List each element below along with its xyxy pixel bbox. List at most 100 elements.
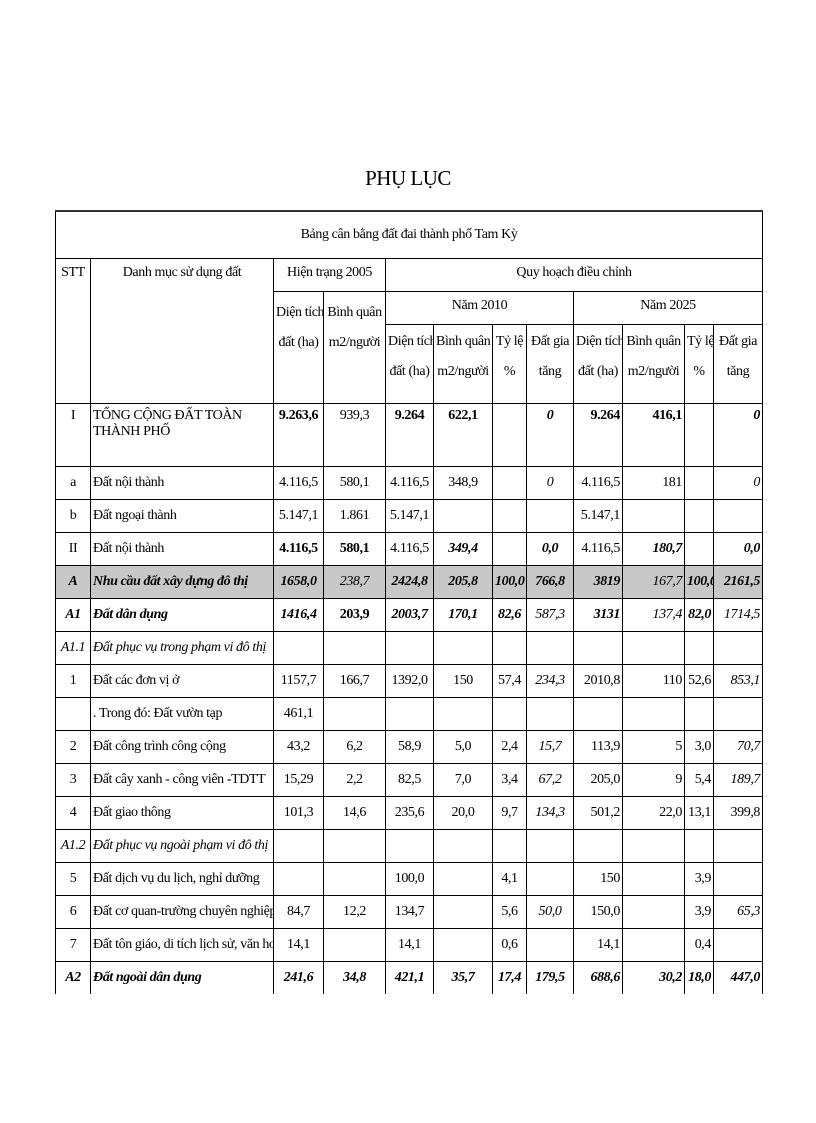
cell-value: 0 bbox=[526, 466, 574, 500]
header-text: Bình quân bbox=[626, 334, 681, 349]
cell-value: 461,1 bbox=[273, 697, 324, 731]
table-row: A1 Đất dân dụng 1416,4 203,9 2003,7 170,1 82,6… bbox=[55, 598, 764, 632]
cell-value: 15,29 bbox=[273, 763, 324, 797]
cell-value: 170,1 bbox=[433, 598, 493, 632]
cell-value bbox=[712, 928, 764, 962]
cell-value: 167,7 bbox=[622, 565, 685, 599]
cell-value bbox=[684, 466, 714, 500]
cell-value: 17,4 bbox=[492, 961, 527, 994]
cell-value bbox=[622, 697, 685, 731]
cell-value: 1392,0 bbox=[385, 664, 434, 698]
cell-value: 180,7 bbox=[622, 532, 685, 566]
cell-value: 166,7 bbox=[323, 664, 386, 698]
cell-category: Đất ngoại thành bbox=[90, 499, 274, 533]
cell-value: 20,0 bbox=[433, 796, 493, 830]
table-row: a Đất nội thành 4.116,5 580,1 4.116,5 348,9 0 4… bbox=[55, 466, 764, 500]
cell-value bbox=[273, 631, 324, 665]
cell-value: 853,1 bbox=[712, 664, 764, 698]
cell-value: 82,0 bbox=[684, 598, 714, 632]
table-row: A2 Đất ngoài dân dụng 241,6 34,8 421,1 35,7 17… bbox=[55, 961, 764, 994]
cell-value: 5,0 bbox=[433, 730, 493, 764]
cell-value: 3,0 bbox=[684, 730, 714, 764]
cell-category: Đất các đơn vị ở bbox=[90, 664, 274, 698]
cell-value bbox=[492, 466, 527, 500]
cell-value bbox=[526, 499, 574, 533]
cell-category: Đất phục vụ trong phạm vi đô thị bbox=[90, 631, 274, 665]
cell-value: 688,6 bbox=[573, 961, 623, 994]
cell-value: 18,0 bbox=[684, 961, 714, 994]
cell-value: 57,4 bbox=[492, 664, 527, 698]
table-row: A1.1 Đất phục vụ trong phạm vi đô thị bbox=[55, 631, 764, 665]
cell-value bbox=[433, 499, 493, 533]
cell-value bbox=[712, 697, 764, 731]
cell-value bbox=[622, 895, 685, 929]
table-row: 5 Đất dịch vụ du lịch, nghỉ dưỡng 100,0 4,1… bbox=[55, 862, 764, 896]
cell-value bbox=[622, 862, 685, 896]
header-2010-increase: Đất gia tăng bbox=[526, 324, 574, 404]
cell-value: 12,2 bbox=[323, 895, 386, 929]
land-balance-table: Bảng cân bằng đất đai thành phố Tam Kỳ S… bbox=[54, 210, 764, 994]
cell-value bbox=[622, 928, 685, 962]
cell-category: Đất nội thành bbox=[90, 532, 274, 566]
cell-value bbox=[492, 829, 527, 863]
header-text: m2/người bbox=[627, 364, 680, 379]
cell-value: 622,1 bbox=[433, 403, 493, 467]
cell-category: . Trong đó: Đất vườn tạp bbox=[90, 697, 274, 731]
cell-value bbox=[684, 631, 714, 665]
cell-value: 0,4 bbox=[684, 928, 714, 962]
cell-value: 234,3 bbox=[526, 664, 574, 698]
cell-value: 0 bbox=[712, 403, 764, 467]
cell-value bbox=[526, 829, 574, 863]
cell-value: 181 bbox=[622, 466, 685, 500]
cell-value: 84,7 bbox=[273, 895, 324, 929]
cell-value: 9.264 bbox=[385, 403, 434, 467]
cell-value bbox=[712, 862, 764, 896]
cell-value: 421,1 bbox=[385, 961, 434, 994]
cell-value: 3,4 bbox=[492, 763, 527, 797]
cell-value: 238,7 bbox=[323, 565, 386, 599]
cell-value bbox=[526, 862, 574, 896]
cell-value: 1658,0 bbox=[273, 565, 324, 599]
cell-value bbox=[433, 697, 493, 731]
header-stt: STT bbox=[55, 258, 91, 404]
header-2010-avg: Bình quân m2/người bbox=[433, 324, 493, 404]
table-row: 3 Đất cây xanh - công viên -TDTT 15,29 2,2 8… bbox=[55, 763, 764, 797]
header-text: % bbox=[693, 364, 705, 379]
cell-value: 4.116,5 bbox=[573, 466, 623, 500]
cell-value: 939,3 bbox=[323, 403, 386, 467]
cell-value: 241,6 bbox=[273, 961, 324, 994]
header-current-2005: Hiện trạng 2005 bbox=[273, 258, 386, 292]
cell-value: 3131 bbox=[573, 598, 623, 632]
cell-value: 65,3 bbox=[712, 895, 764, 929]
cell-category: TỔNG CỘNG ĐẤT TOÀN THÀNH PHỐ bbox=[90, 403, 274, 467]
cell-value: 52,6 bbox=[684, 664, 714, 698]
cell-value: 1157,7 bbox=[273, 664, 324, 698]
cell-stt: 3 bbox=[55, 763, 91, 797]
cell-value bbox=[622, 499, 685, 533]
cell-value: 2161,5 bbox=[712, 565, 764, 599]
cell-value: 1714,5 bbox=[712, 598, 764, 632]
header-text: đất (ha) bbox=[578, 364, 618, 379]
cell-stt: 2 bbox=[55, 730, 91, 764]
cell-value bbox=[684, 499, 714, 533]
cell-value bbox=[684, 697, 714, 731]
cell-value: 349,4 bbox=[433, 532, 493, 566]
cell-value bbox=[526, 697, 574, 731]
cell-value bbox=[433, 928, 493, 962]
cell-value: 4.116,5 bbox=[385, 466, 434, 500]
cell-value: 179,5 bbox=[526, 961, 574, 994]
cell-value: 587,3 bbox=[526, 598, 574, 632]
header-text: đất (ha) bbox=[389, 364, 430, 379]
header-text: Tỷ lệ bbox=[687, 334, 714, 349]
cell-value bbox=[433, 862, 493, 896]
cell-value bbox=[492, 403, 527, 467]
cell-category: Đất dân dụng bbox=[90, 598, 274, 632]
cell-value bbox=[323, 829, 386, 863]
cell-value: 82,6 bbox=[492, 598, 527, 632]
cell-value: 70,7 bbox=[712, 730, 764, 764]
cell-value bbox=[712, 631, 764, 665]
header-text: Bình quân bbox=[436, 334, 491, 349]
cell-value bbox=[433, 829, 493, 863]
cell-value: 0,0 bbox=[526, 532, 574, 566]
cell-value: 399,8 bbox=[712, 796, 764, 830]
